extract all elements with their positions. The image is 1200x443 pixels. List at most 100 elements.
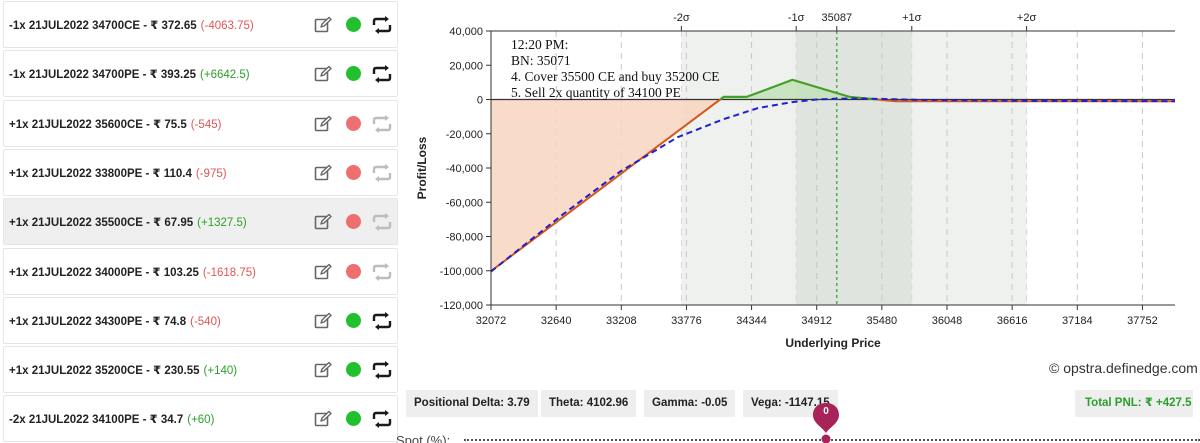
chart-annotation-line: BN: 35071: [511, 53, 571, 68]
position-pnl: (+1327.5): [197, 217, 247, 230]
x-tick-label: 33776: [671, 315, 702, 327]
gamma-value: Gamma: -0.05: [644, 390, 736, 417]
status-dot[interactable]: [346, 263, 361, 279]
position-pnl: (-4063.75): [200, 20, 254, 32]
watermark: © opstra.definedge.com: [1049, 360, 1198, 376]
spot-slider-handle[interactable]: [812, 402, 840, 443]
y-tick-label: -40,000: [446, 163, 483, 175]
payoff-chart: 32072 32640 33208 33776 34344 34912 35480 36048…: [400, 0, 1200, 380]
status-dot[interactable]: [346, 411, 361, 427]
sigma-band: [796, 31, 912, 305]
position-text: +1x 21JUL2022 35200CE - ₹ 230.55 (+140): [9, 363, 237, 377]
status-dot[interactable]: [346, 214, 361, 230]
edit-icon[interactable]: [314, 361, 332, 379]
chart-annotation-line: 5. Sell 2x quantity of 34100 PE: [511, 85, 681, 100]
positions-list: -1x 21JUL2022 34700CE - ₹ 372.65 (-4063.7…: [0, 0, 398, 443]
position-row[interactable]: +1x 21JUL2022 34000PE - ₹ 103.25 (-1618.7…: [3, 247, 398, 295]
position-pnl: (-1618.75): [202, 266, 256, 279]
chart-annotation-line: 12:20 PM:: [511, 37, 568, 52]
repeat-icon[interactable]: [371, 360, 393, 380]
position-pnl: (-545): [190, 118, 222, 131]
position-text: +1x 21JUL2022 33800PE - ₹ 110.4 (-975): [9, 166, 227, 180]
status-dot[interactable]: [346, 312, 361, 328]
repeat-icon[interactable]: [371, 163, 393, 183]
repeat-icon[interactable]: [371, 15, 393, 35]
repeat-icon[interactable]: [371, 114, 393, 134]
spot-slider-track[interactable]: [464, 439, 1200, 441]
position-row[interactable]: +1x 21JUL2022 35500CE - ₹ 67.95 (+1327.5): [3, 198, 398, 246]
x-tick-label: 34344: [736, 315, 767, 327]
status-dot[interactable]: [346, 66, 361, 82]
x-tick-label: 36048: [932, 315, 963, 327]
y-tick-label: -80,000: [446, 232, 483, 244]
position-pnl: (+140): [203, 365, 238, 378]
status-dot[interactable]: [346, 17, 361, 32]
edit-icon[interactable]: [314, 213, 332, 231]
position-text: -1x 21JUL2022 34700PE - ₹ 393.25 (+6642.5…: [9, 67, 250, 81]
position-text: -2x 21JUL2022 34100PE - ₹ 34.7 (+60): [9, 412, 214, 426]
x-tick-label: 37184: [1062, 315, 1093, 327]
sigma-label: +1σ: [902, 12, 922, 24]
x-tick-label: 36616: [997, 315, 1028, 327]
position-text: +1x 21JUL2022 35500CE - ₹ 67.95 (+1327.5): [9, 215, 247, 229]
positional-delta: Positional Delta: 3.79: [406, 390, 538, 417]
x-tick-label: 37752: [1127, 315, 1158, 327]
position-label: -1x 21JUL2022 34700CE - ₹ 372.65: [9, 20, 197, 32]
edit-icon[interactable]: [314, 312, 332, 330]
edit-icon[interactable]: [314, 115, 332, 133]
x-tick-label: 33208: [606, 315, 637, 327]
sigma-label: +2σ: [1017, 12, 1037, 24]
position-row[interactable]: +1x 21JUL2022 33800PE - ₹ 110.4 (-975): [3, 148, 398, 196]
spot-label: Spot (%):: [396, 433, 451, 443]
repeat-icon[interactable]: [371, 311, 393, 331]
edit-icon[interactable]: [314, 65, 332, 83]
position-label: +1x 21JUL2022 35600CE - ₹ 75.5: [9, 118, 187, 131]
position-pnl: (-975): [195, 167, 227, 180]
y-tick-label: -120,000: [440, 300, 483, 312]
y-tick-label: 0: [477, 95, 483, 107]
repeat-icon[interactable]: [371, 262, 393, 282]
position-label: +1x 21JUL2022 35200CE - ₹ 230.55: [9, 365, 200, 378]
position-label: +1x 21JUL2022 34300PE - ₹ 74.8: [9, 315, 187, 328]
x-tick-label: 32640: [541, 315, 572, 327]
y-tick-label: -20,000: [446, 129, 483, 141]
position-row[interactable]: +1x 21JUL2022 35200CE - ₹ 230.55 (+140): [3, 346, 398, 394]
edit-icon[interactable]: [314, 16, 332, 34]
position-row[interactable]: -1x 21JUL2022 34700PE - ₹ 393.25 (+6642.5…: [3, 50, 398, 98]
status-dot[interactable]: [346, 115, 361, 131]
sigma-band: [681, 31, 797, 305]
x-tick-label: 34912: [801, 315, 832, 327]
position-row[interactable]: -1x 21JUL2022 34700CE - ₹ 372.65 (-4063.7…: [3, 1, 398, 48]
edit-icon[interactable]: [314, 263, 332, 281]
edit-icon[interactable]: [314, 410, 332, 428]
position-text: -1x 21JUL2022 34700CE - ₹ 372.65 (-4063.7…: [9, 18, 254, 32]
payoff-chart-svg: 32072 32640 33208 33776 34344 34912 35480 36048…: [415, 12, 1176, 350]
theta-value: Theta: 4102.96: [541, 390, 637, 417]
x-tick-label: 35480: [867, 315, 898, 327]
position-label: +1x 21JUL2022 33800PE - ₹ 110.4: [9, 167, 192, 180]
y-tick-label: 40,000: [449, 26, 483, 38]
position-label: +1x 21JUL2022 34000PE - ₹ 103.25: [9, 266, 199, 279]
profit-area: [720, 79, 878, 100]
position-row[interactable]: -2x 21JUL2022 34100PE - ₹ 34.7 (+60): [3, 395, 398, 443]
repeat-icon[interactable]: [371, 212, 393, 232]
position-text: +1x 21JUL2022 34000PE - ₹ 103.25 (-1618.7…: [9, 265, 256, 279]
chart-annotation-line: 4. Cover 35500 CE and buy 35200 CE: [511, 69, 720, 84]
target-payoff-line: [490, 97, 1176, 273]
status-dot[interactable]: [346, 362, 361, 378]
status-dot[interactable]: [346, 164, 361, 180]
sigma-label: -2σ: [673, 12, 690, 24]
position-label: +1x 21JUL2022 35500CE - ₹ 67.95: [9, 217, 194, 230]
position-text: +1x 21JUL2022 35600CE - ₹ 75.5 (-545): [9, 117, 221, 131]
repeat-icon[interactable]: [371, 64, 393, 84]
position-pnl: (+60): [187, 414, 215, 427]
sigma-band: [911, 31, 1027, 305]
position-pnl: (+6642.5): [200, 69, 250, 82]
position-row[interactable]: +1x 21JUL2022 35600CE - ₹ 75.5 (-545): [3, 99, 398, 147]
edit-icon[interactable]: [314, 164, 332, 182]
sigma-label: 35087: [821, 12, 852, 24]
position-pnl: (-540): [190, 315, 221, 328]
repeat-icon[interactable]: [371, 409, 393, 429]
position-row[interactable]: +1x 21JUL2022 34300PE - ₹ 74.8 (-540): [3, 296, 398, 344]
